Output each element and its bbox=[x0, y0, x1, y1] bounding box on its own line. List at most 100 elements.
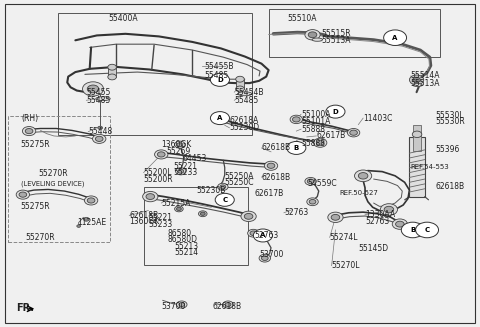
Circle shape bbox=[326, 105, 345, 118]
Circle shape bbox=[416, 222, 439, 238]
Text: 55485: 55485 bbox=[86, 96, 110, 105]
Text: 54559C: 54559C bbox=[308, 179, 337, 188]
Circle shape bbox=[305, 30, 320, 40]
Text: A: A bbox=[260, 232, 265, 238]
Circle shape bbox=[177, 301, 187, 308]
Text: D: D bbox=[217, 77, 223, 83]
Text: 52763: 52763 bbox=[284, 208, 308, 217]
Text: 55400A: 55400A bbox=[108, 14, 138, 23]
Circle shape bbox=[220, 185, 226, 189]
Text: 55270R: 55270R bbox=[38, 169, 68, 178]
Text: 55213: 55213 bbox=[174, 242, 198, 251]
Circle shape bbox=[384, 206, 394, 213]
Text: 55250C: 55250C bbox=[225, 179, 254, 187]
Circle shape bbox=[409, 75, 424, 85]
Circle shape bbox=[175, 141, 185, 148]
Circle shape bbox=[396, 221, 404, 227]
Circle shape bbox=[200, 212, 205, 215]
Text: REF.50-527: REF.50-527 bbox=[339, 190, 378, 196]
Text: 86580: 86580 bbox=[168, 229, 192, 238]
Circle shape bbox=[392, 219, 408, 229]
Text: C: C bbox=[222, 197, 228, 203]
Text: 55513A: 55513A bbox=[411, 78, 440, 88]
Text: 55275R: 55275R bbox=[21, 202, 50, 211]
Circle shape bbox=[305, 178, 316, 185]
Text: 52763: 52763 bbox=[254, 231, 278, 240]
Circle shape bbox=[216, 117, 224, 122]
Circle shape bbox=[23, 127, 36, 136]
Bar bbox=[58, 13, 252, 135]
Circle shape bbox=[199, 211, 207, 217]
Ellipse shape bbox=[96, 97, 110, 101]
Circle shape bbox=[309, 199, 316, 204]
Text: 1330AA: 1330AA bbox=[365, 210, 395, 219]
Ellipse shape bbox=[238, 92, 252, 96]
Circle shape bbox=[328, 212, 343, 222]
Text: 53700: 53700 bbox=[161, 302, 185, 311]
Text: 55270R: 55270R bbox=[26, 233, 55, 242]
Circle shape bbox=[213, 115, 227, 124]
Circle shape bbox=[87, 198, 95, 203]
Circle shape bbox=[96, 136, 103, 142]
Text: 1360GK: 1360GK bbox=[129, 217, 159, 226]
Text: 62618A: 62618A bbox=[229, 116, 259, 125]
Circle shape bbox=[308, 32, 317, 38]
Circle shape bbox=[250, 231, 257, 235]
Circle shape bbox=[217, 183, 228, 190]
Text: 55515R: 55515R bbox=[321, 29, 351, 38]
Text: A: A bbox=[217, 115, 223, 121]
Text: 1360GK: 1360GK bbox=[161, 140, 192, 149]
Text: (LEVELING DEVICE): (LEVELING DEVICE) bbox=[21, 181, 84, 187]
Text: B: B bbox=[294, 145, 299, 151]
Bar bbox=[269, 9, 441, 57]
Text: C: C bbox=[424, 227, 430, 233]
Text: 62618B: 62618B bbox=[212, 302, 241, 311]
Circle shape bbox=[348, 129, 360, 137]
Circle shape bbox=[253, 229, 273, 242]
Text: 55214: 55214 bbox=[174, 248, 198, 257]
Ellipse shape bbox=[312, 38, 323, 41]
Text: 55485: 55485 bbox=[234, 96, 259, 105]
Text: A: A bbox=[393, 35, 398, 41]
Text: D: D bbox=[333, 109, 338, 115]
Circle shape bbox=[146, 194, 155, 199]
Text: 55270L: 55270L bbox=[332, 261, 360, 270]
Circle shape bbox=[177, 207, 181, 211]
Circle shape bbox=[25, 129, 33, 134]
Text: 55200L: 55200L bbox=[144, 168, 172, 177]
Circle shape bbox=[307, 179, 314, 183]
Bar bbox=[108, 67, 116, 77]
Circle shape bbox=[262, 256, 268, 260]
Text: 55100A: 55100A bbox=[301, 110, 331, 119]
Text: 55514A: 55514A bbox=[411, 72, 440, 80]
Circle shape bbox=[157, 152, 165, 157]
Text: 55530L: 55530L bbox=[436, 111, 464, 120]
Text: 62618B: 62618B bbox=[262, 173, 290, 181]
Text: 55888: 55888 bbox=[301, 125, 325, 134]
Circle shape bbox=[380, 204, 397, 215]
Circle shape bbox=[108, 74, 116, 80]
Circle shape bbox=[77, 225, 81, 227]
Text: 55510A: 55510A bbox=[288, 14, 317, 23]
Bar bbox=[8, 116, 110, 242]
Circle shape bbox=[259, 254, 271, 262]
Text: 55250A: 55250A bbox=[225, 172, 254, 181]
Circle shape bbox=[264, 161, 278, 170]
Text: 53700: 53700 bbox=[259, 250, 284, 259]
Text: 55200R: 55200R bbox=[144, 175, 173, 183]
Text: 55274L: 55274L bbox=[330, 233, 358, 242]
Text: 11403C: 11403C bbox=[363, 113, 393, 123]
Circle shape bbox=[350, 130, 358, 135]
Text: 52763: 52763 bbox=[365, 217, 389, 226]
Text: FR.: FR. bbox=[16, 303, 34, 313]
Text: 55101A: 55101A bbox=[301, 117, 330, 126]
Circle shape bbox=[384, 30, 407, 45]
Circle shape bbox=[223, 301, 233, 308]
Circle shape bbox=[155, 150, 168, 159]
Text: 55455: 55455 bbox=[86, 88, 111, 97]
Circle shape bbox=[307, 198, 318, 206]
Circle shape bbox=[84, 196, 98, 205]
Circle shape bbox=[176, 168, 186, 175]
Bar bbox=[144, 187, 248, 265]
Circle shape bbox=[178, 169, 184, 173]
